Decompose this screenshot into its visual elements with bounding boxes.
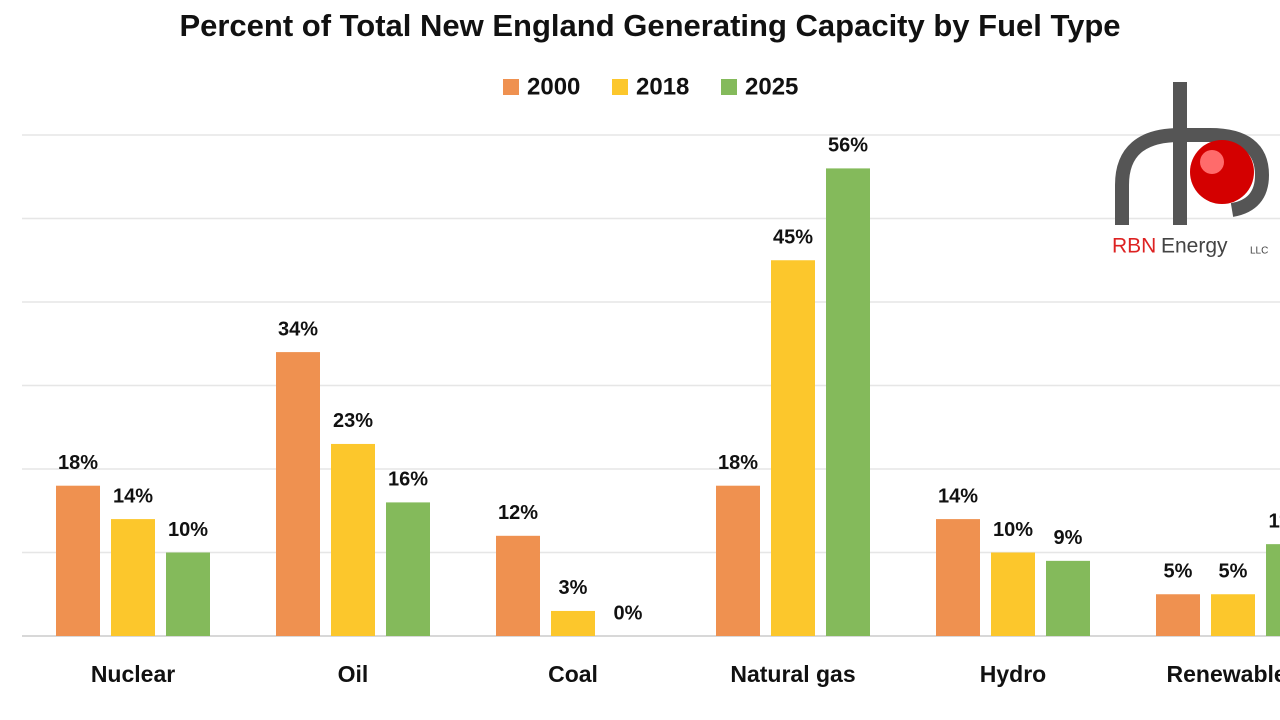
legend-label: 2018 bbox=[636, 73, 689, 100]
value-label: 5% bbox=[1219, 561, 1248, 583]
value-label: 34% bbox=[278, 318, 318, 340]
x-tick-label: Natural gas bbox=[730, 661, 855, 687]
x-tick-label: Coal bbox=[548, 661, 598, 687]
bar bbox=[936, 519, 980, 636]
value-label: 16% bbox=[388, 469, 428, 491]
x-tick-label: Hydro bbox=[980, 661, 1046, 687]
legend-label: 2000 bbox=[527, 73, 580, 100]
value-label: 14% bbox=[113, 485, 153, 507]
bar bbox=[56, 485, 100, 636]
x-tick-label: Oil bbox=[338, 661, 369, 687]
logo: RBN Energy LLC bbox=[1112, 82, 1270, 258]
x-tick-label: Nuclear bbox=[91, 661, 175, 687]
legend-swatch bbox=[721, 79, 737, 95]
bar bbox=[551, 610, 595, 636]
bar bbox=[716, 485, 760, 636]
bar bbox=[1156, 594, 1200, 636]
logo-text: RBN bbox=[1112, 235, 1156, 258]
value-label: 9% bbox=[1054, 527, 1083, 549]
logo-text: Energy bbox=[1161, 235, 1228, 258]
value-label: 5% bbox=[1164, 561, 1193, 583]
legend-swatch bbox=[612, 79, 628, 95]
bar bbox=[331, 443, 375, 636]
value-label: 10% bbox=[993, 519, 1033, 541]
value-label: 14% bbox=[938, 485, 978, 507]
logo-shape bbox=[1200, 150, 1224, 174]
legend-label: 2025 bbox=[745, 73, 798, 100]
bar bbox=[991, 552, 1035, 636]
bar bbox=[1046, 560, 1090, 636]
value-label: 10% bbox=[168, 519, 208, 541]
bar bbox=[166, 552, 210, 636]
bar bbox=[826, 168, 870, 636]
legend-swatch bbox=[503, 79, 519, 95]
value-label: 18% bbox=[58, 452, 98, 474]
x-tick-label: Renewables bbox=[1167, 661, 1280, 687]
logo-text: LLC bbox=[1250, 246, 1268, 257]
value-label: 18% bbox=[718, 452, 758, 474]
value-label: 11% bbox=[1269, 510, 1280, 532]
bar bbox=[1211, 594, 1255, 636]
bar bbox=[111, 519, 155, 636]
value-label: 12% bbox=[498, 502, 538, 524]
value-label: 23% bbox=[333, 410, 373, 432]
bar bbox=[276, 352, 320, 636]
value-label: 56% bbox=[828, 135, 868, 157]
bar bbox=[496, 535, 540, 636]
bar bbox=[386, 502, 430, 636]
value-label: 45% bbox=[773, 227, 813, 249]
value-label: 0% bbox=[614, 602, 643, 624]
logo-shape bbox=[1190, 140, 1254, 204]
chart-title: Percent of Total New England Generating … bbox=[179, 8, 1120, 43]
logo-shape bbox=[1115, 128, 1270, 225]
value-label: 3% bbox=[559, 577, 588, 599]
bar bbox=[1266, 544, 1280, 636]
bar bbox=[771, 260, 815, 636]
